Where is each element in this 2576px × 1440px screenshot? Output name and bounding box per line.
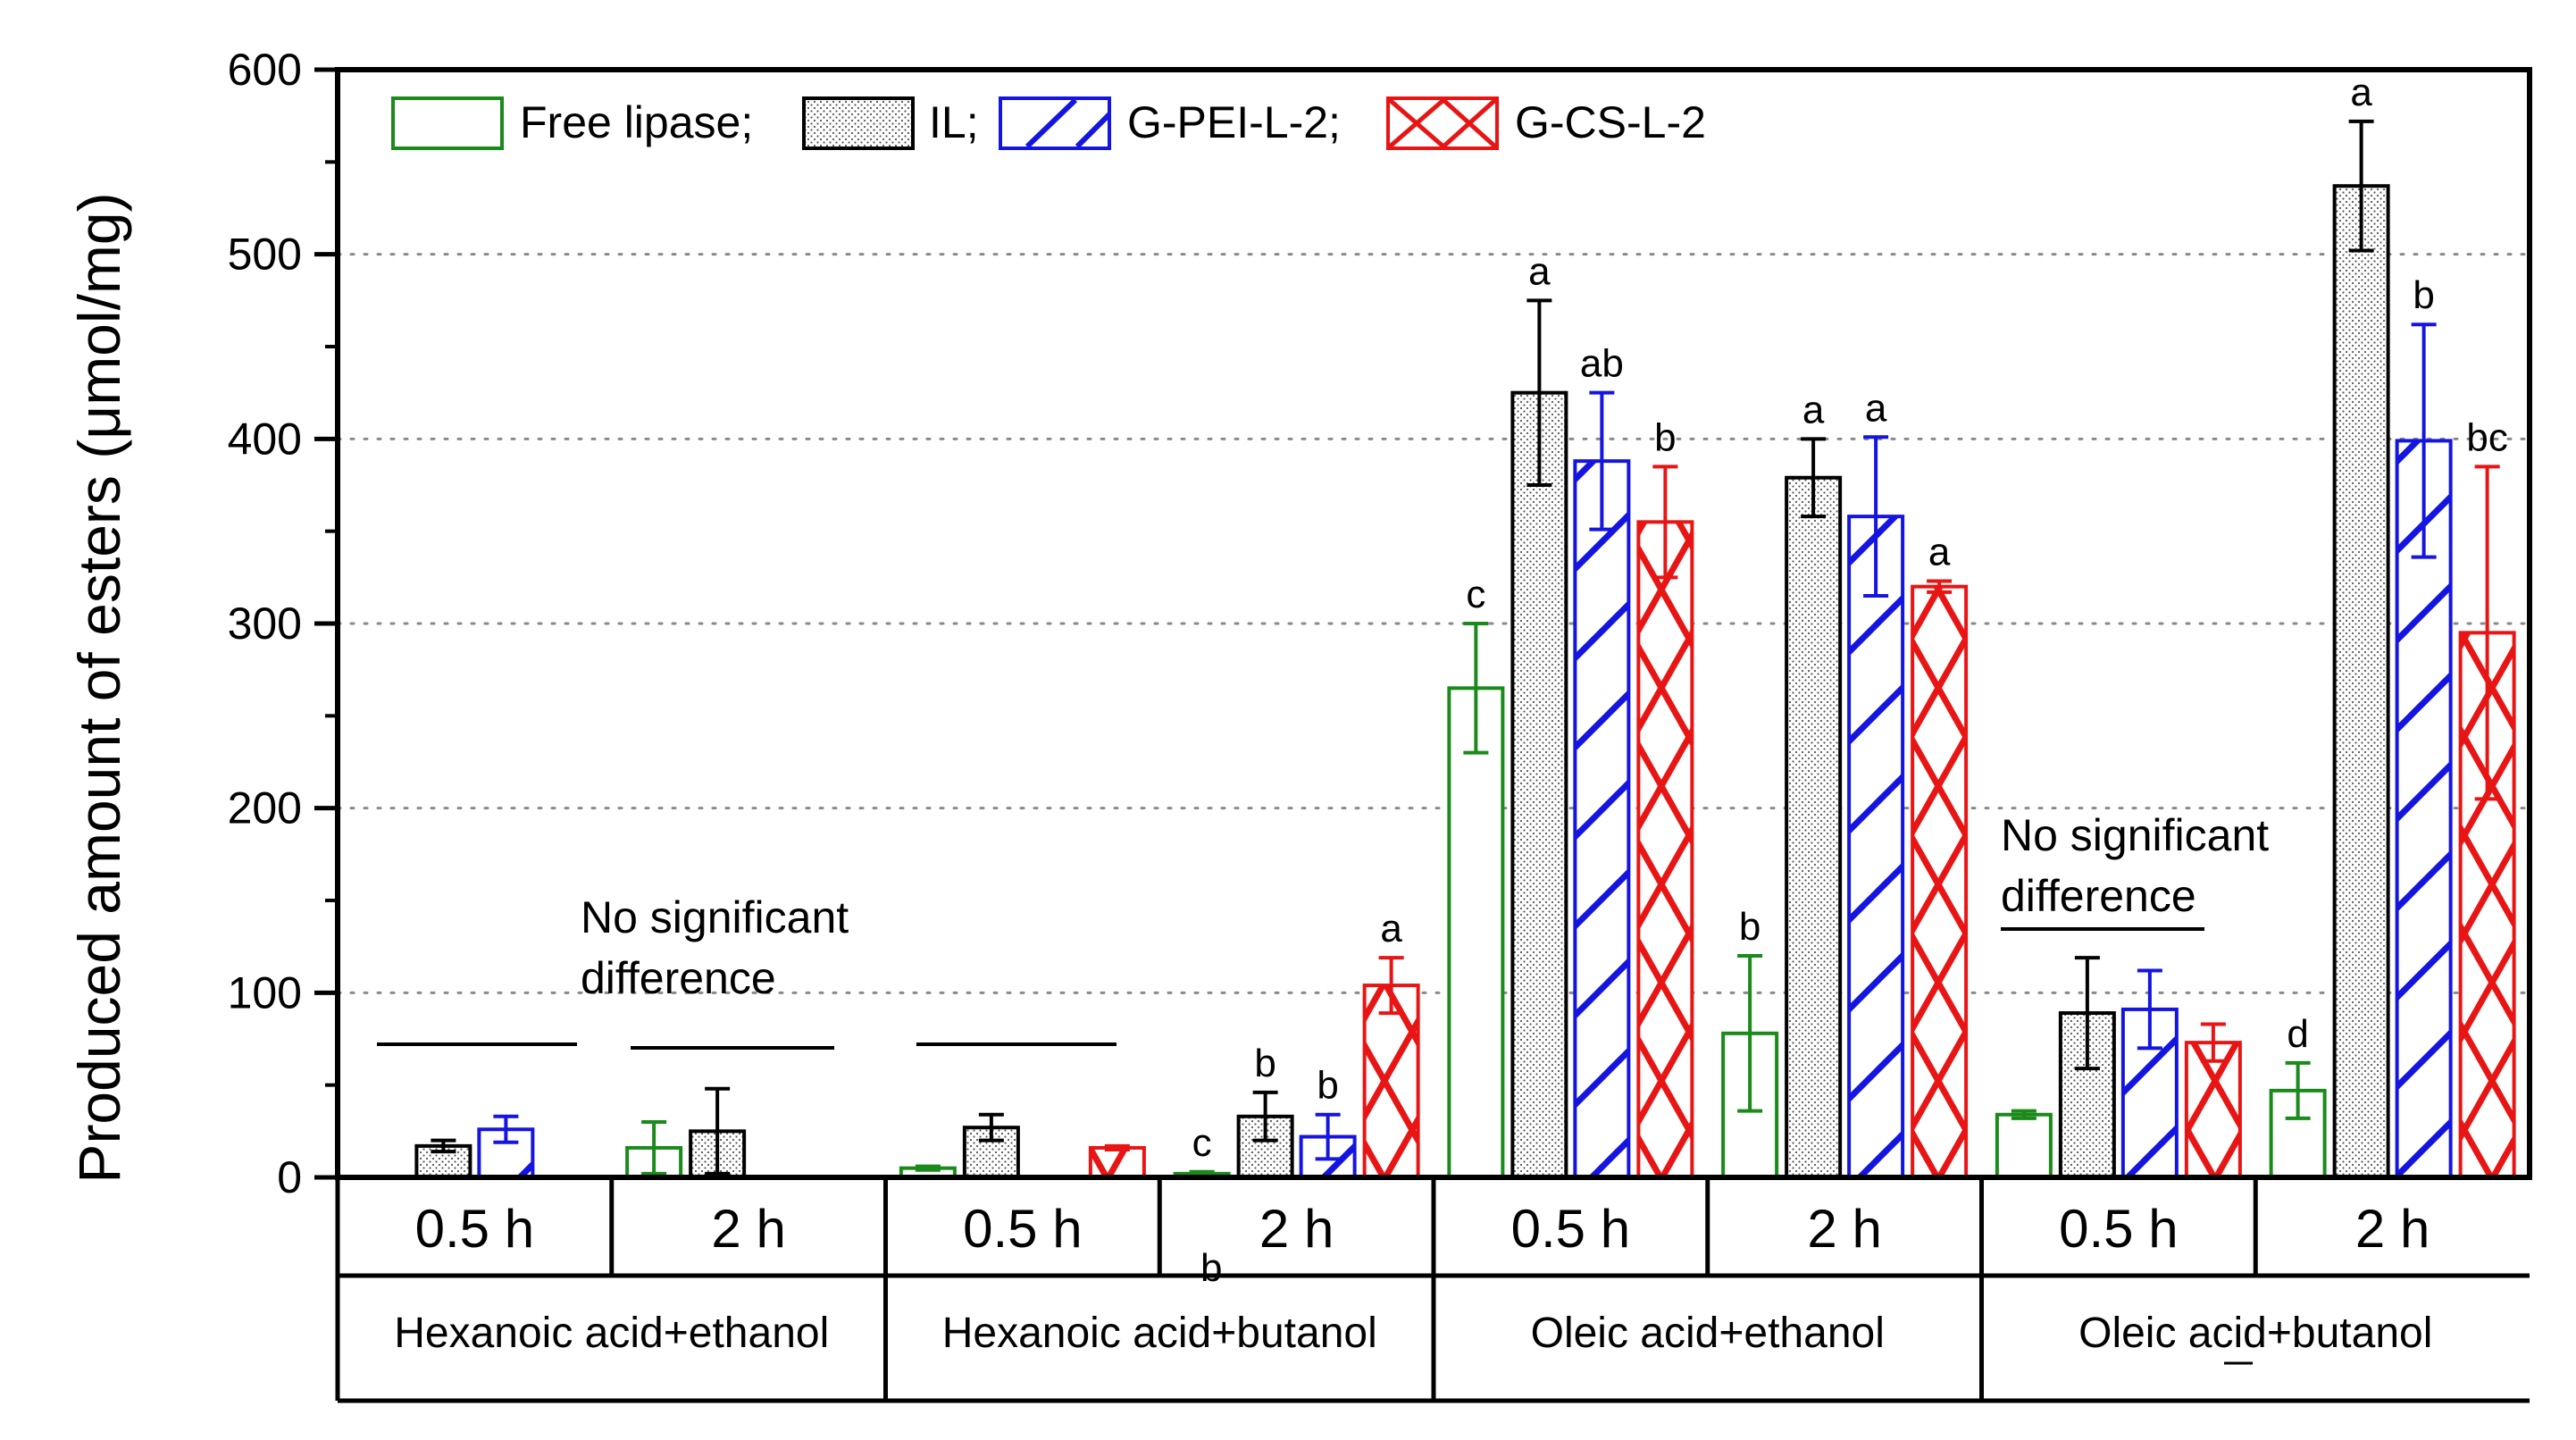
sig-letter-series4-cat4: a [1380,907,1402,950]
sig-letter-series2-cat6: a [1802,388,1825,431]
group-label-1: Hexanoic acid+ethanol [394,1310,829,1357]
sig-letter-series3-cat6: a [1865,386,1887,430]
legend: Free lipase; IL; G-PEI-L-2; G-CS-L-2 [391,96,1706,150]
group-label-3: Oleic acid+ethanol [1531,1310,1885,1357]
category-label-2: 2 h [711,1199,785,1259]
bar-series2-cat8 [2332,184,2390,1180]
category-label-4: 2 h [1259,1199,1334,1259]
sig-letter-series1-cat6: b [1739,905,1761,949]
grid-layer [336,253,2531,994]
category-label-5: 0.5 h [1511,1199,1630,1259]
group-label-2: Hexanoic acid+butanol [942,1310,1377,1357]
bar-series1-cat5 [1447,686,1505,1179]
category-label-3: 0.5 h [963,1199,1082,1259]
legend-label-il: IL; [929,97,979,147]
ytick-label-100: 100 [228,967,302,1017]
annotation-no-difference-2: No significant difference [2001,810,2269,931]
sig-letter-series1-cat4: c [1192,1121,1212,1165]
bar-series2-cat5 [1510,390,1568,1179]
sig-letter-series4-cat6: a [1928,530,1951,573]
bars-layer [414,119,2516,1180]
category-label-8: 2 h [2355,1199,2430,1259]
sig-letter-series3-cat4: b [1317,1064,1338,1108]
group-label-4: Oleic acid+butanol [2078,1310,2432,1357]
ytick-label-600: 600 [228,45,302,95]
sig-letter-series4-cat8: bc [2466,415,2507,459]
legend-swatch-free-lipase [391,96,504,150]
legend-label-free-lipase: Free lipase; [520,97,753,147]
bar-series3-cat6 [1847,515,1905,1179]
legend-swatch-g-cs-l-2 [1386,96,1499,150]
ytick-label-0: 0 [277,1152,302,1202]
bar-series1-cat7 [1995,1112,2053,1179]
sig-letter-series2-cat8: a [2350,71,2372,114]
category-label-1: 0.5 h [415,1199,534,1259]
sig-letter-series1-cat8: d [2287,1012,2308,1056]
y-axis-title: Produced amount of esters (μmol/mg) [66,192,132,1183]
annotation-no-difference-1: No significant difference [377,892,1117,1050]
sig-letter-series2-cat4: b [1254,1042,1275,1085]
category-label-7: 0.5 h [2059,1199,2178,1259]
annotation-1-line2: difference [581,953,776,1003]
axes-layer: 0 100 200 300 400 500 600 [228,45,2532,1403]
bar-series4-cat5 [1636,520,1694,1179]
sig-letter-series4-cat5: b [1654,415,1676,459]
category-label-6: 2 h [1807,1199,1881,1259]
sig-letter-series3-cat5: ab [1580,342,1624,386]
legend-hatch-g-pei-l-2 [1025,97,1112,149]
legend-swatch-il [802,96,915,150]
annotation-2-line2: difference [2001,871,2196,921]
bar-series2-cat6 [1785,475,1843,1179]
ytick-label-500: 500 [228,230,302,280]
legend-label-g-cs-l-2: G-CS-L-2 [1515,97,1706,147]
ytick-label-200: 200 [228,783,302,833]
bar-series4-cat6 [1911,584,1969,1179]
bar-series4-cat3 [1088,1145,1146,1180]
ytick-label-400: 400 [228,414,302,464]
legend-label-g-pei-l-2: G-PEI-L-2; [1127,97,1341,147]
ytick-label-300: 300 [228,599,302,649]
bar-series3-cat5 [1573,459,1631,1179]
annotation-1-line1: No significant [581,892,849,942]
bar-series3-cat8 [2395,439,2453,1179]
legend-hatch-g-cs-l-2 [1388,98,1497,148]
sig-letter-series3-cat8: b [2413,273,2434,317]
annotation-2-line1: No significant [2001,810,2269,860]
sig-letter-series2-cat5: a [1528,249,1551,293]
sig-letter-series1-cat5: c [1466,573,1485,616]
stray-letter-b: b [1200,1246,1222,1290]
legend-swatch-g-pei-l-2 [999,96,1111,150]
